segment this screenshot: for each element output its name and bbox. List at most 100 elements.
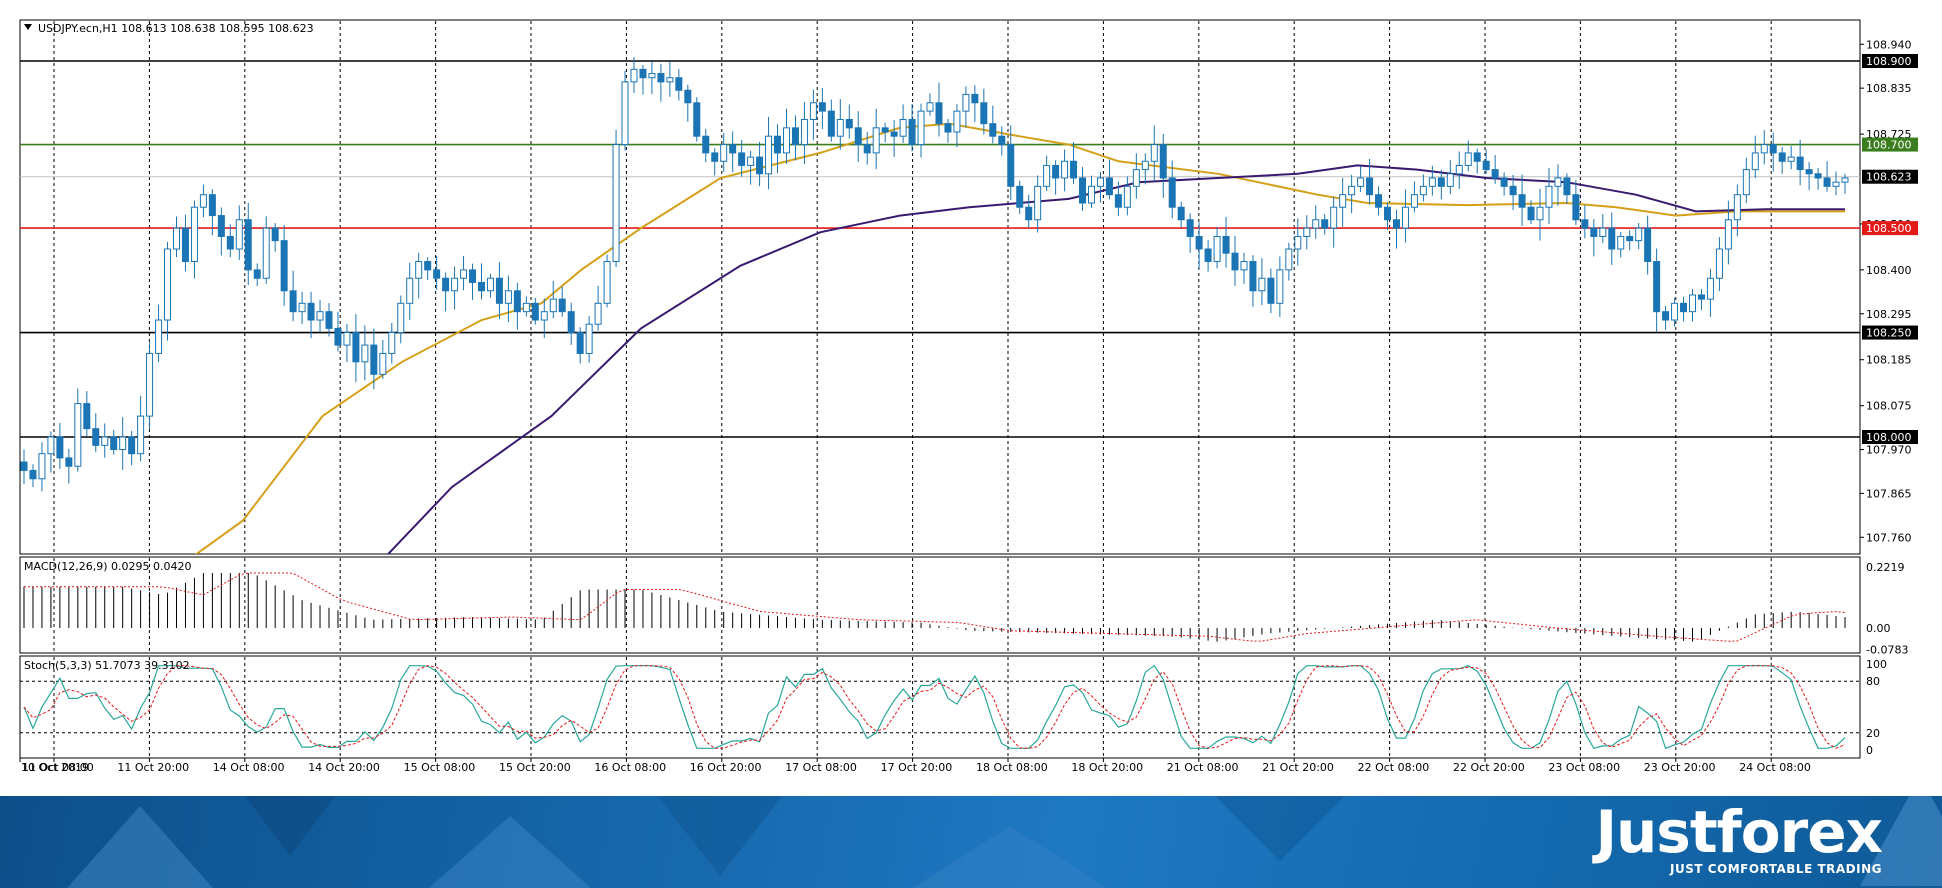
candle [621,70,629,151]
candle [1428,165,1436,196]
macd-panel-frame [19,556,1861,654]
candle [397,295,405,344]
candle [1662,305,1670,331]
candle [800,102,808,165]
candle [1778,146,1786,174]
candle [1348,174,1356,214]
candle [558,286,566,317]
candle [1312,205,1320,239]
candle [1680,296,1688,322]
candle [1330,196,1338,248]
candle [316,299,324,332]
time-tick-label: 11 Oct 20:00 [117,761,189,774]
candle [253,263,261,287]
level-price-label: 108.250 [1866,327,1912,340]
candle [1213,226,1221,269]
candle [926,93,934,116]
candle [971,85,979,123]
candle [406,262,414,320]
candle [379,339,387,379]
candle [702,128,710,163]
candle [155,304,163,363]
candle [791,115,799,161]
level-price-tag [1862,325,1918,340]
candle [1500,172,1508,196]
level-price-label: 108.623 [1866,171,1912,184]
candle [1410,181,1418,213]
level-price-label: 108.700 [1866,139,1912,152]
candle [442,272,450,312]
candle [675,69,683,101]
price-tick-label: 108.835 [1866,82,1912,95]
macd-header: MACD(12,26,9) 0.0295 0.0420 [24,560,192,573]
candle [890,120,898,157]
candle [1581,205,1589,239]
macd-signal-line [24,572,1846,642]
candle [1814,167,1822,190]
candle [29,464,37,488]
candle [1599,213,1607,244]
candle [235,205,243,260]
brand-tagline: JUST COMFORTABLE TRADING [1669,862,1882,876]
candle [361,325,369,381]
level-price-label: 108.500 [1866,222,1912,235]
candle [1626,230,1634,251]
candle [298,291,306,325]
candle [1697,289,1705,311]
candle [962,86,970,128]
time-tick-label: 22 Oct 08:00 [1358,761,1430,774]
candle [540,298,548,339]
time-tick-label: 16 Oct 08:00 [594,761,666,774]
candle [1366,158,1374,205]
macd-tick-label: -0.0783 [1866,644,1908,657]
candle [1195,222,1203,270]
stoch-panel-frame [19,655,1861,759]
candle [1590,218,1598,257]
candle [1294,218,1302,266]
candle [1635,222,1643,250]
candle [1339,177,1347,227]
candle [38,442,46,492]
candle [504,275,512,323]
candle [657,63,665,102]
candle [1375,186,1383,216]
candle [1715,237,1723,292]
candle [1689,288,1697,322]
time-tick-label: 23 Oct 20:00 [1644,761,1716,774]
time-tick-label: 23 Oct 08:00 [1548,761,1620,774]
candle [1841,173,1849,194]
candle [1742,157,1750,204]
candle [1527,200,1535,224]
candle [1536,188,1544,241]
candle [1545,167,1553,224]
candle [172,216,180,258]
candle [1787,145,1795,170]
level-price-label: 108.000 [1866,431,1912,444]
price-tick-label: 108.185 [1866,354,1912,367]
symbol-dropdown-icon[interactable] [24,24,32,30]
candle [1509,174,1517,211]
candle [1554,164,1562,206]
candle [334,311,342,352]
macd-tick-label: 0.00 [1866,622,1891,635]
price-tick-label: 107.970 [1866,444,1912,457]
price-tick-label: 108.400 [1866,264,1912,277]
candle [289,270,297,322]
candle [1303,215,1311,250]
candle [603,254,611,308]
candle [1321,214,1329,235]
candle [208,189,216,236]
candle [1114,181,1122,217]
candle [451,266,459,310]
candle [280,225,288,306]
time-tick-label: 10 Oct 2019 [21,761,89,774]
candle [1563,173,1571,205]
candle [639,65,647,95]
candle [854,111,862,162]
candle [845,104,853,139]
candle [531,297,539,325]
level-price-tag [1862,430,1918,444]
candle [1123,176,1131,216]
candle [388,322,396,364]
